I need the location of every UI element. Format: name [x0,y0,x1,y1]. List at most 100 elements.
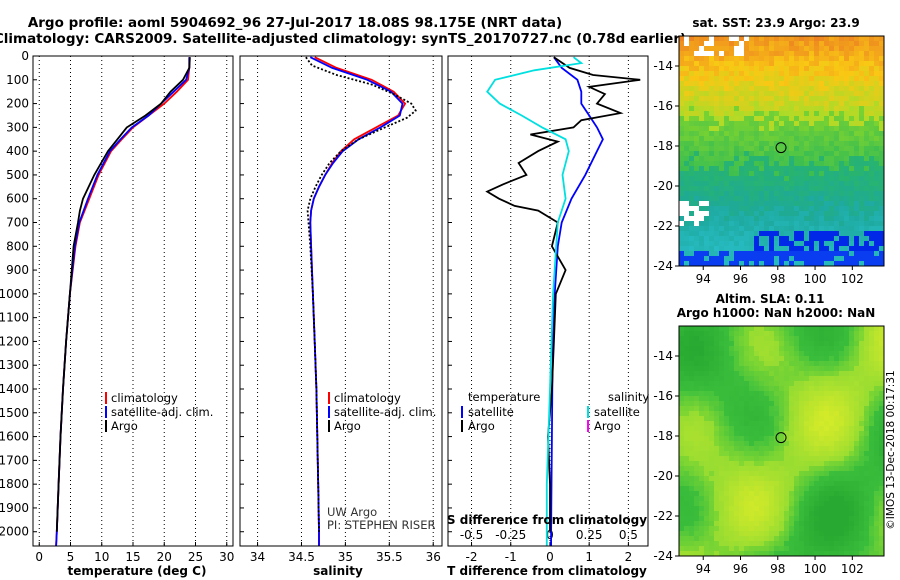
map-pixel [864,481,870,487]
map-pixel [704,491,710,497]
map-pixel [764,231,770,237]
map-pixel [809,71,815,77]
map-pixel [759,466,765,472]
map-pixel [739,126,745,132]
map-pixel [709,186,715,192]
map-pixel [739,536,745,542]
map-pixel [809,456,815,462]
map-pixel [839,336,845,342]
map-pixel [859,446,865,452]
map-pixel [779,396,785,402]
map-pixel [794,186,800,192]
map-pixel [814,381,820,387]
map-pixel [704,156,710,162]
map-pixel [759,536,765,542]
map-pixel [809,171,815,177]
map-pixel [844,456,850,462]
map-pixel [704,341,710,347]
map-pixel [714,371,720,377]
map-pixel [839,401,845,407]
map-pixel [739,501,745,507]
map-pixel [844,216,850,222]
map-pixel [824,521,830,527]
map-pixel [754,111,760,117]
plot-frame [32,55,234,547]
map-pixel [714,431,720,437]
map-pixel [754,261,760,267]
map-pixel [754,476,760,482]
map-pixel [834,421,840,427]
map-pixel [689,236,695,242]
x-tick-label: 5 [67,550,75,564]
map-pixel [839,196,845,202]
map-pixel [749,421,755,427]
map-pixel [749,236,755,242]
map-pixel [724,86,730,92]
map-pixel [859,126,865,132]
map-pixel [799,411,805,417]
map-pixel [869,431,875,437]
map-pixel [744,376,750,382]
map-pixel [714,451,720,457]
map-pixel [869,511,875,517]
map-pixel [824,191,830,197]
map-pixel [864,516,870,522]
map-pixel [704,246,710,252]
map-pixel [719,421,725,427]
map-pixel [789,226,795,232]
map-pixel [774,476,780,482]
map-pixel [729,336,735,342]
map-pixel [734,426,740,432]
map-pixel [754,346,760,352]
map-pixel [859,261,865,267]
map-pixel [709,401,715,407]
map-pixel [699,521,705,527]
map-x-tick-label: 94 [696,562,711,576]
map-pixel [774,126,780,132]
map-pixel [839,216,845,222]
map-pixel [699,201,705,207]
map-pixel [754,106,760,112]
map-pixel [814,391,820,397]
map-pixel [794,96,800,102]
map-pixel [819,356,825,362]
map-pixel [779,376,785,382]
map-pixel [879,386,885,392]
map-pixel [839,461,845,467]
map-pixel [829,161,835,167]
map-pixel [779,156,785,162]
map-pixel [709,131,715,137]
map-pixel [829,341,835,347]
map-pixel [819,246,825,252]
map-pixel [724,441,730,447]
map-pixel [814,206,820,212]
map-pixel [814,431,820,437]
map-pixel [749,456,755,462]
y-tick-label: 800 [6,239,29,253]
map-pixel [699,231,705,237]
map-pixel [879,481,885,487]
map-pixel [784,461,790,467]
map-pixel [789,146,795,152]
map-y-tick-label: -24 [653,259,673,273]
map-pixel [844,366,850,372]
map-pixel [859,511,865,517]
map-pixel [729,206,735,212]
map-pixel [754,396,760,402]
map-pixel [864,36,870,42]
map-pixel [834,521,840,527]
map-pixel [694,51,700,57]
map-pixel [844,371,850,377]
map-pixel [844,106,850,112]
map-pixel [839,366,845,372]
map-pixel [784,101,790,107]
map-pixel [719,246,725,252]
map-pixel [734,261,740,267]
map-pixel [804,456,810,462]
map-pixel [804,156,810,162]
map-pixel [749,81,755,87]
map-pixel [854,56,860,62]
map-pixel [789,501,795,507]
map-pixel [814,221,820,227]
map-pixel [869,211,875,217]
